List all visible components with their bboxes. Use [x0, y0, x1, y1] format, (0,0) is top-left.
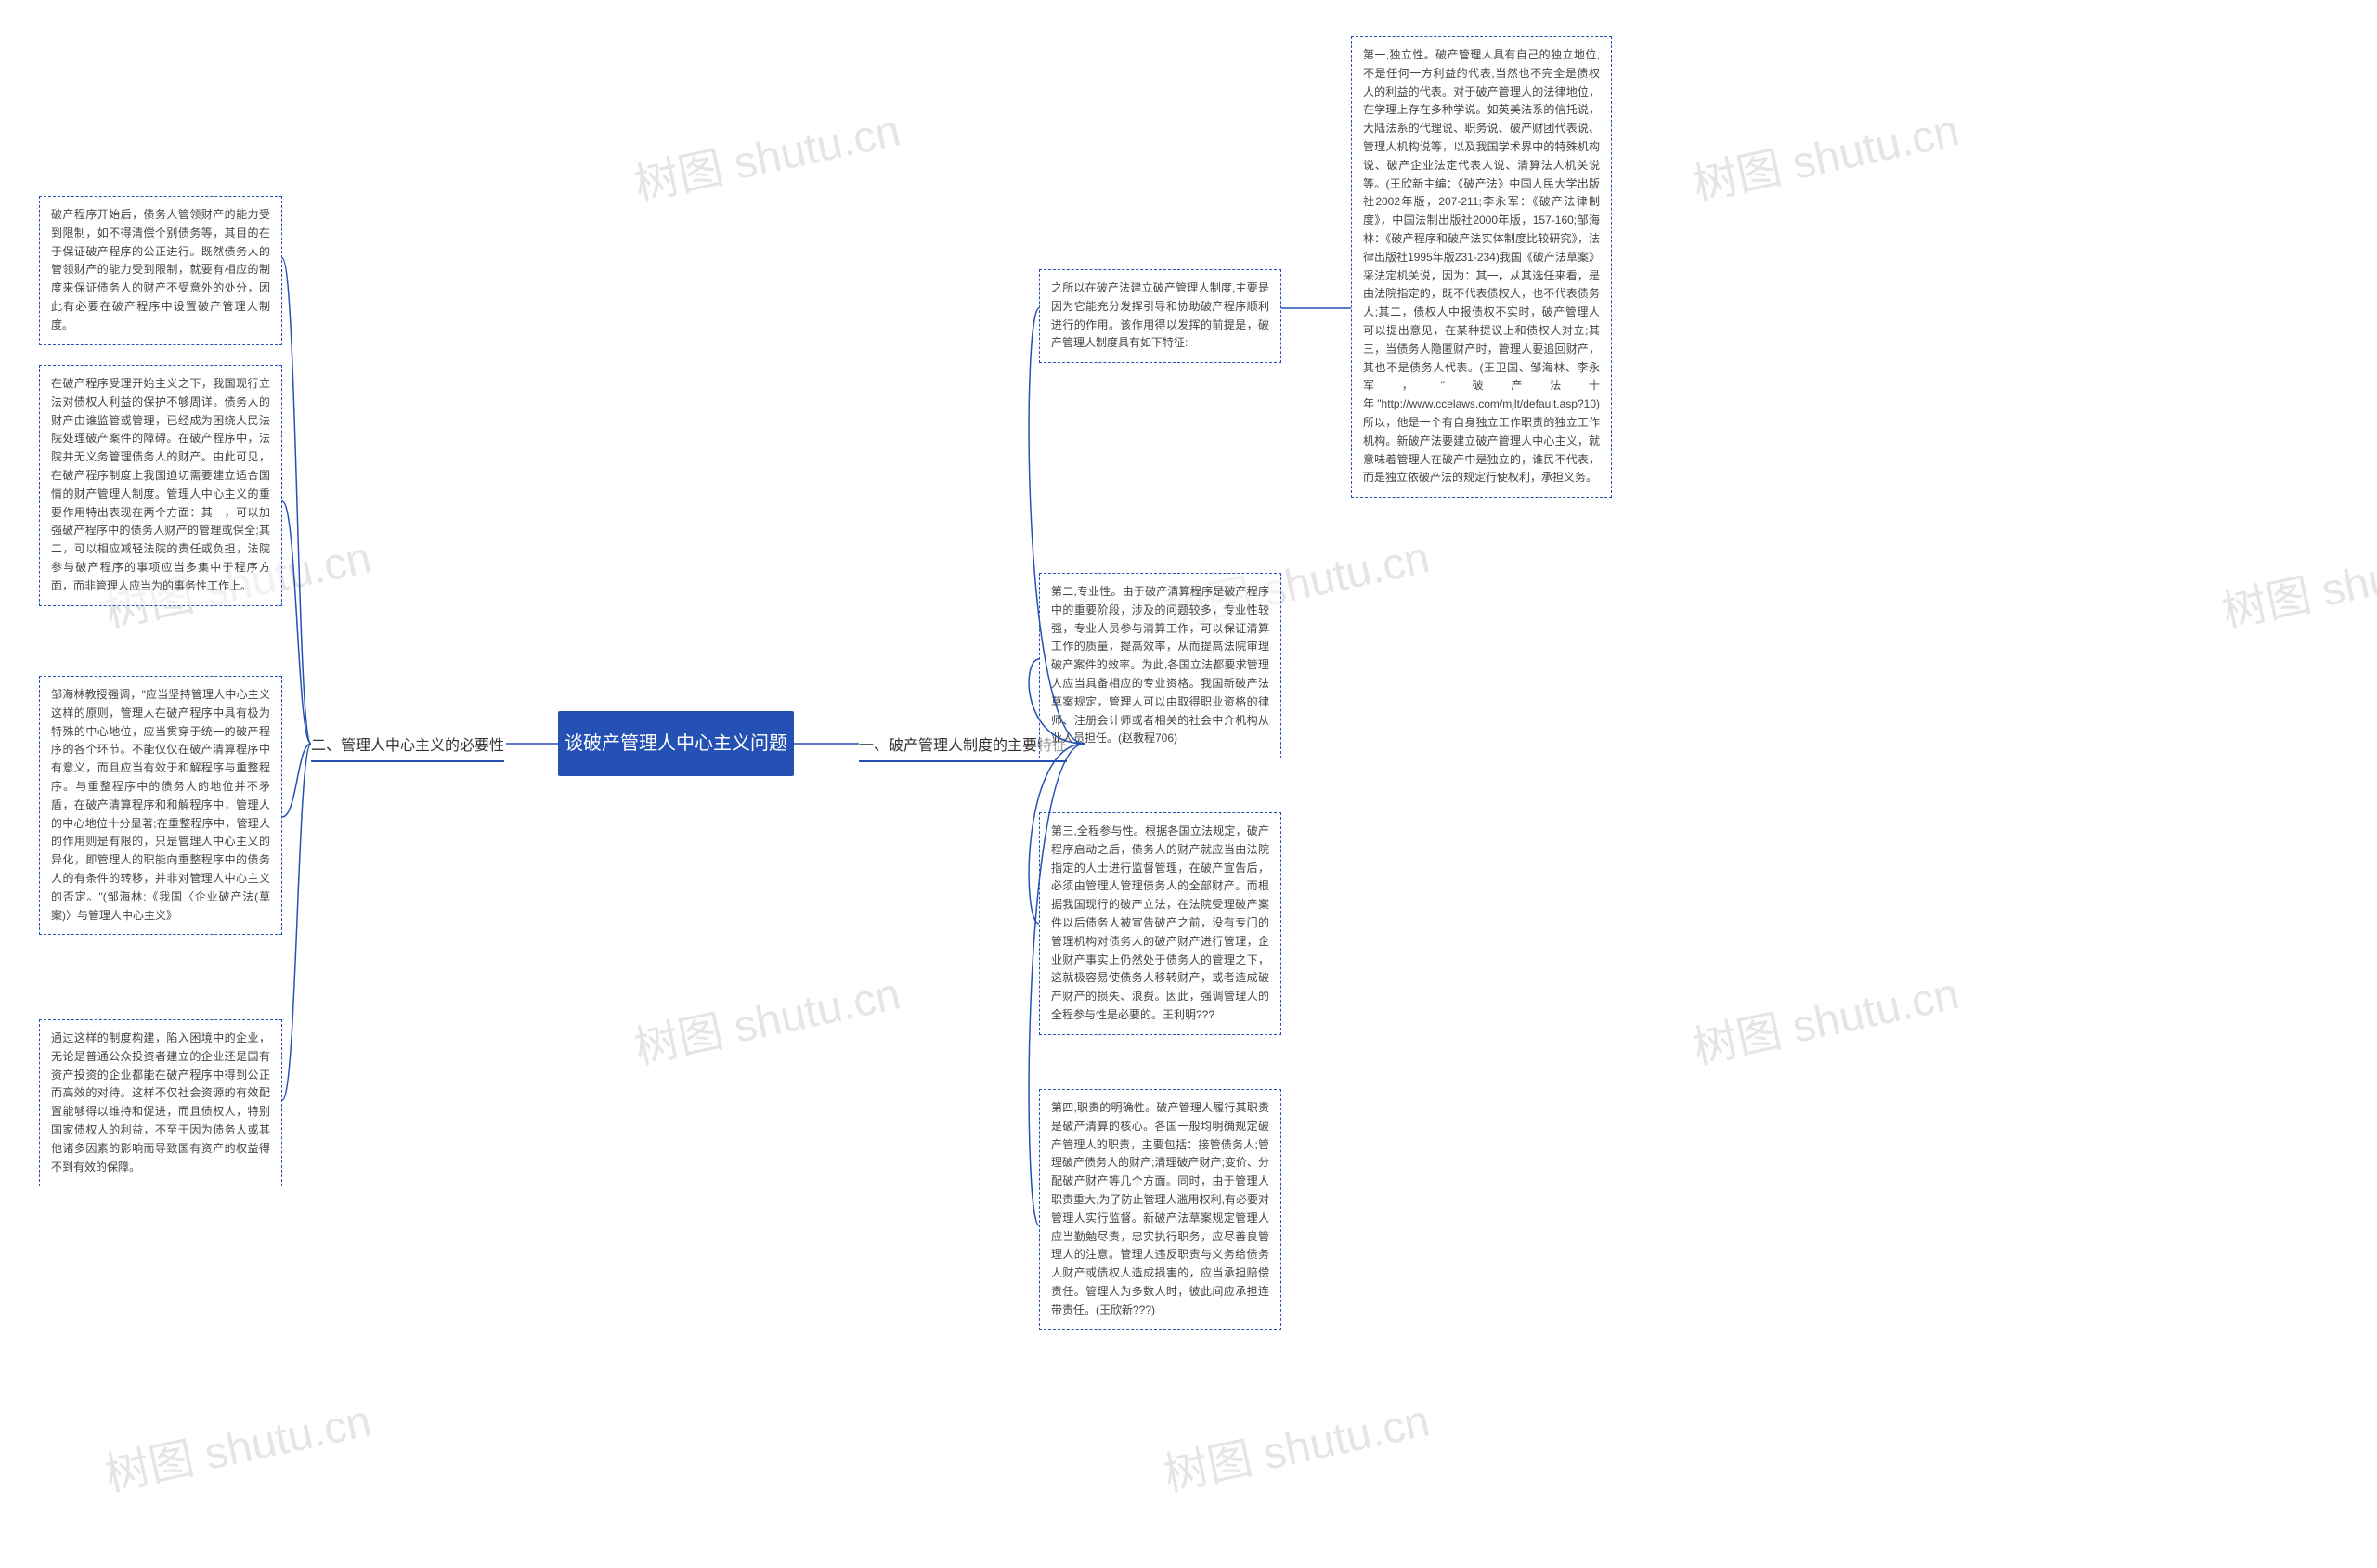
leaf-text: 第三,全程参与性。根据各国立法规定，破产程序启动之后，债务人的财产就应当由法院指…: [1051, 824, 1269, 1021]
leaf-text: 第二,专业性。由于破产清算程序是破产程序中的重要阶段，涉及的问题较多，专业性较强…: [1051, 585, 1269, 745]
right-leaf-3[interactable]: 第四,职责的明确性。破产管理人履行其职责是破产清算的核心。各国一般均明确规定破产…: [1039, 1089, 1281, 1330]
branch-right[interactable]: 一、破产管理人制度的主要特征: [859, 732, 1067, 762]
right-leaf-1[interactable]: 第二,专业性。由于破产清算程序是破产程序中的重要阶段，涉及的问题较多，专业性较强…: [1039, 573, 1281, 758]
left-leaf-3[interactable]: 通过这样的制度构建，陷入困境中的企业，无论是普通公众投资者建立的企业还是国有资产…: [39, 1019, 282, 1186]
right-leaf-0[interactable]: 之所以在破产法建立破产管理人制度,主要是因为它能充分发挥引导和协助破产程序顺利进…: [1039, 269, 1281, 363]
leaf-text: 第一,独立性。破产管理人具有自己的独立地位,不是任何一方利益的代表,当然也不完全…: [1363, 48, 1600, 484]
mindmap-container: 谈破产管理人中心主义问题 二、管理人中心主义的必要性 一、破产管理人制度的主要特…: [0, 0, 2377, 1568]
branch-left[interactable]: 二、管理人中心主义的必要性: [311, 732, 504, 762]
leaf-text: 第四,职责的明确性。破产管理人履行其职责是破产清算的核心。各国一般均明确规定破产…: [1051, 1101, 1269, 1316]
leaf-text: 破产程序开始后，债务人管领财产的能力受到限制，如不得清偿个别债务等，其目的在于保…: [51, 208, 270, 331]
right-leaf-0-sub[interactable]: 第一,独立性。破产管理人具有自己的独立地位,不是任何一方利益的代表,当然也不完全…: [1351, 36, 1612, 498]
right-leaf-2[interactable]: 第三,全程参与性。根据各国立法规定，破产程序启动之后，债务人的财产就应当由法院指…: [1039, 812, 1281, 1035]
left-leaf-0[interactable]: 破产程序开始后，债务人管领财产的能力受到限制，如不得清偿个别债务等，其目的在于保…: [39, 196, 282, 345]
leaf-text: 之所以在破产法建立破产管理人制度,主要是因为它能充分发挥引导和协助破产程序顺利进…: [1051, 281, 1269, 349]
left-leaf-2[interactable]: 邹海林教授强调，"应当坚持管理人中心主义这样的原则，管理人在破产程序中具有极为特…: [39, 676, 282, 935]
left-leaf-1[interactable]: 在破产程序受理开始主义之下，我国现行立法对债权人利益的保护不够周详。债务人的财产…: [39, 365, 282, 606]
center-node[interactable]: 谈破产管理人中心主义问题: [558, 711, 794, 776]
connector-lines: [0, 0, 2377, 1568]
center-title: 谈破产管理人中心主义问题: [565, 730, 787, 758]
leaf-text: 通过这样的制度构建，陷入困境中的企业，无论是普通公众投资者建立的企业还是国有资产…: [51, 1031, 270, 1173]
branch-right-label: 一、破产管理人制度的主要特征: [859, 738, 1067, 754]
leaf-text: 在破产程序受理开始主义之下，我国现行立法对债权人利益的保护不够周详。债务人的财产…: [51, 377, 270, 592]
branch-left-label: 二、管理人中心主义的必要性: [311, 738, 504, 754]
leaf-text: 邹海林教授强调，"应当坚持管理人中心主义这样的原则，管理人在破产程序中具有极为特…: [51, 688, 270, 922]
